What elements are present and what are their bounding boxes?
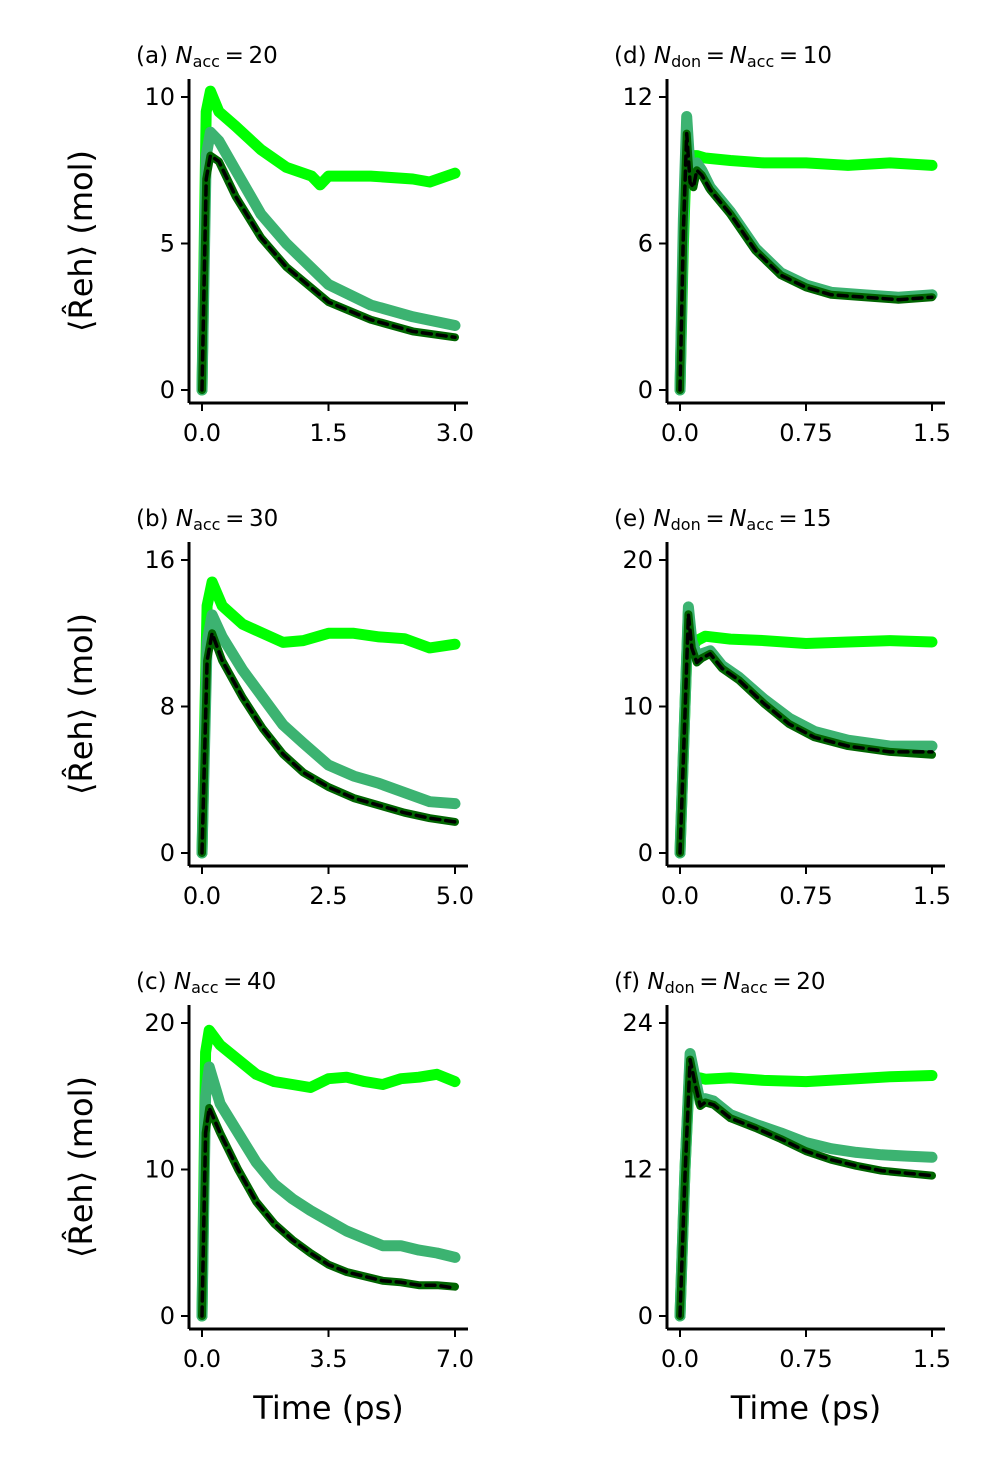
- y-tick-label: 10: [622, 693, 653, 721]
- series-dashed: [200, 153, 457, 392]
- x-tick-label: 0.0: [661, 419, 699, 447]
- series-dashed: [200, 1106, 457, 1318]
- y-tick-label: 12: [622, 83, 653, 111]
- series-dashed: [678, 612, 934, 855]
- subplot-title: (a) Nacc = 20: [136, 43, 278, 71]
- x-axis-label: Time (ps): [730, 1389, 881, 1427]
- series-medium: [196, 126, 461, 396]
- y-tick-label: 5: [160, 230, 175, 258]
- x-tick-label: 2.5: [309, 882, 347, 910]
- series-dark: [676, 129, 936, 394]
- series-medium: [196, 1061, 461, 1322]
- x-tick-label: 0.0: [183, 1345, 221, 1373]
- x-tick-label: 0.75: [779, 882, 832, 910]
- y-axis-label: ⟨R̂eh⟩ (mol): [62, 150, 100, 332]
- y-tick-label: 12: [622, 1156, 653, 1184]
- series-lime: [196, 576, 461, 859]
- subplot-b: 0 8 16 0.0 2.5 5.0 (b) Nacc = 30 ⟨R̂eh⟩ (mol): [62, 506, 474, 910]
- subplot-d: 0 6 12 0.0 0.75 1.5 (d) Ndon = Nacc = 10: [614, 43, 951, 447]
- x-tick-label: 1.5: [913, 1345, 951, 1373]
- x-tick-label: 7.0: [436, 1345, 474, 1373]
- subplot-e: 0 10 20 0.0 0.75 1.5 (e) Ndon = Nacc = 15: [614, 506, 951, 910]
- series-dashed: [678, 1057, 934, 1318]
- y-tick-label: 10: [144, 83, 175, 111]
- x-tick-label: 0.0: [183, 419, 221, 447]
- x-tick-label: 1.5: [913, 882, 951, 910]
- y-tick-label: 0: [160, 1302, 175, 1330]
- series-dashed: [678, 131, 934, 392]
- y-tick-label: 0: [638, 376, 653, 404]
- subplot-title: (d) Ndon = Nacc = 10: [614, 43, 832, 71]
- y-tick-label: 10: [144, 1156, 175, 1184]
- y-tick-label: 0: [638, 1302, 653, 1330]
- series-lime: [196, 85, 461, 396]
- y-tick-label: 20: [144, 1009, 175, 1037]
- series-medium: [674, 1048, 938, 1322]
- x-tick-label: 1.5: [309, 419, 347, 447]
- x-tick-label: 0.0: [661, 1345, 699, 1373]
- x-tick-label: 0.0: [183, 882, 221, 910]
- y-tick-label: 0: [160, 376, 175, 404]
- subplot-title: (c) Nacc = 40: [136, 969, 276, 997]
- subplot-a: 0 5 10 0.0 1.5 3.0 (a) Nacc = 20 ⟨R̂eh⟩ (mol): [62, 43, 474, 447]
- y-axis-label: ⟨R̂eh⟩ (mol): [62, 1076, 100, 1258]
- subplot-title: (f) Ndon = Nacc = 20: [614, 969, 826, 997]
- y-tick-label: 6: [638, 230, 653, 258]
- x-tick-label: 1.5: [913, 419, 951, 447]
- subplot-title: (e) Ndon = Nacc = 15: [614, 506, 832, 534]
- y-tick-label: 24: [622, 1009, 653, 1037]
- x-tick-label: 5.0: [436, 882, 474, 910]
- y-tick-label: 0: [160, 839, 175, 867]
- y-tick-label: 16: [144, 546, 175, 574]
- y-tick-label: 20: [622, 546, 653, 574]
- subplot-title: (b) Nacc = 30: [136, 506, 278, 534]
- x-tick-label: 3.5: [309, 1345, 347, 1373]
- subplot-f: 0 12 24 0.0 0.75 1.5 (f) Ndon = Nacc = 20 Time …: [614, 969, 951, 1427]
- series-dashed: [200, 631, 457, 855]
- series-medium: [196, 609, 461, 859]
- y-tick-label: 8: [160, 693, 175, 721]
- x-tick-label: 0.75: [779, 1345, 832, 1373]
- series-dark: [198, 151, 459, 394]
- x-tick-label: 3.0: [436, 419, 474, 447]
- subplot-c: 0 10 20 0.0 3.5 7.0 (c) Nacc = 40 ⟨R̂eh⟩ (mol) T…: [62, 969, 474, 1427]
- y-tick-label: 0: [638, 839, 653, 867]
- x-tick-label: 0.0: [661, 882, 699, 910]
- series-lime: [674, 140, 938, 396]
- x-axis-label: Time (ps): [252, 1389, 403, 1427]
- series-lime: [196, 1024, 461, 1322]
- y-axis-label: ⟨R̂eh⟩ (mol): [62, 613, 100, 795]
- x-tick-label: 0.75: [779, 419, 832, 447]
